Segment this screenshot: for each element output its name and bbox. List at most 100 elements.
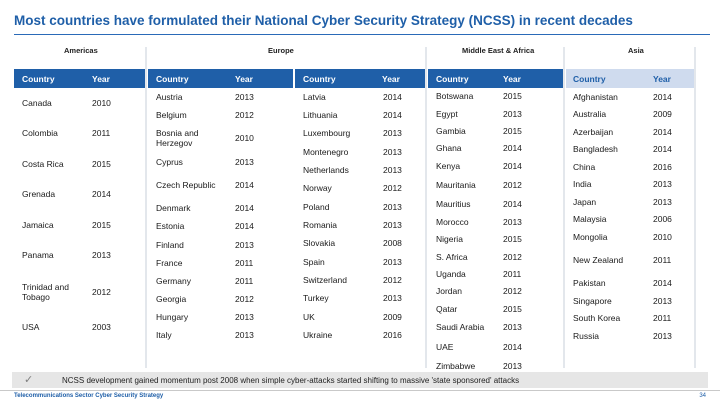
- table-cell-year: 2014: [383, 110, 402, 120]
- table-cell-country: Malaysia: [573, 214, 607, 224]
- separator-mea-asia: [563, 47, 565, 368]
- table-cell-year: 2013: [235, 330, 254, 340]
- table-cell-country: Jordan: [436, 286, 462, 296]
- table-cell-country: Singapore: [573, 296, 612, 306]
- footnote-highlight: cyber-attacks: [287, 375, 335, 385]
- table-cell-year: 2013: [235, 240, 254, 250]
- footnote-text-before: NCSS development gained momentum post 20…: [62, 375, 288, 385]
- table-cell-country: Netherlands: [303, 165, 349, 175]
- table-cell-country: Slovakia: [303, 238, 336, 248]
- table-cell-year: 2013: [653, 331, 672, 341]
- check-icon: ✓: [24, 374, 34, 386]
- table-cell-year: 2013: [383, 165, 402, 175]
- table-cell-year: 2014: [503, 199, 522, 209]
- region-middle-east-africa: Middle East & Africa: [462, 46, 535, 55]
- table-cell-country: Mongolia: [573, 232, 608, 242]
- table-cell-year: 2013: [383, 202, 402, 212]
- table-cell-country: Australia: [573, 109, 607, 119]
- table-cell-year: 2013: [383, 220, 402, 230]
- table-cell-country: Denmark: [156, 203, 191, 213]
- table-cell-year: 2013: [383, 293, 402, 303]
- europe1-year-header: Year: [235, 73, 253, 84]
- table-cell-year: 2015: [503, 234, 522, 244]
- americas-year-header: Year: [92, 73, 110, 84]
- table-cell-year: 2015: [503, 91, 522, 101]
- table-cell-year: 2012: [235, 294, 254, 304]
- table-cell-country: Germany: [156, 276, 191, 286]
- table-cell-country: USA: [22, 322, 40, 332]
- table-cell-year: 2013: [503, 361, 522, 371]
- table-cell-country: Pakistan: [573, 278, 606, 288]
- table-cell-year: 2010: [235, 133, 254, 143]
- americas-country-header: Country: [22, 73, 55, 84]
- table-cell-year: 2015: [92, 159, 111, 169]
- table-cell-year: 2013: [653, 197, 672, 207]
- table-cell-year: 2014: [503, 342, 522, 352]
- table-cell-country: Cyprus: [156, 157, 183, 167]
- table-cell-year: 2012: [235, 110, 254, 120]
- table-cell-country: Jamaica: [22, 220, 54, 230]
- table-cell-year: 2013: [92, 250, 111, 260]
- footer-title: Telecommunications Sector Cyber Security…: [14, 393, 164, 399]
- table-cell-year: 2012: [503, 180, 522, 190]
- table-cell-year: 2011: [92, 128, 111, 138]
- table-cell-country: Norway: [303, 183, 332, 193]
- table-cell-year: 2012: [92, 287, 111, 297]
- table-cell-year: 2009: [653, 109, 672, 119]
- table-cell-country: Switzerland: [303, 275, 347, 285]
- table-cell-year: 2014: [235, 180, 254, 190]
- table-cell-country: Estonia: [156, 221, 185, 231]
- table-cell-country: Lithuania: [303, 110, 338, 120]
- table-cell-country: UAE: [436, 342, 454, 352]
- table-cell-year: 2013: [653, 179, 672, 189]
- table-cell-year: 2013: [383, 147, 402, 157]
- table-cell-country: Mauritius: [436, 199, 471, 209]
- table-cell-country: Botswana: [436, 91, 474, 101]
- footer-divider: [0, 390, 720, 391]
- table-cell-year: 2015: [503, 304, 522, 314]
- table-cell-year: 2014: [503, 143, 522, 153]
- table-cell-year: 2013: [383, 257, 402, 267]
- table-cell-country: France: [156, 258, 183, 268]
- region-americas: Americas: [64, 46, 98, 55]
- footnote-text-after: started shifting to massive 'state spons…: [334, 375, 520, 385]
- table-cell-country: Kenya: [436, 161, 461, 171]
- table-cell-year: 2011: [653, 255, 672, 265]
- mea-header: Country Year: [428, 69, 563, 88]
- table-cell-year: 2012: [503, 252, 522, 262]
- table-cell-year: 2011: [503, 269, 522, 279]
- table-cell-country: Hungary: [156, 312, 189, 322]
- region-europe: Europe: [268, 46, 294, 55]
- table-cell-year: 2013: [503, 322, 522, 332]
- table-cell-country: Turkey: [303, 293, 329, 303]
- table-cell-country: Qatar: [436, 304, 458, 314]
- table-cell-year: 2003: [92, 322, 111, 332]
- page-number: 34: [699, 393, 706, 399]
- asia-year-header: Year: [653, 73, 671, 84]
- separator-asia-end: [694, 47, 696, 368]
- table-cell-country: Uganda: [436, 269, 466, 279]
- table-cell-country: China: [573, 162, 596, 172]
- table-cell-country: Russia: [573, 331, 599, 341]
- table-cell-year: 2013: [383, 128, 402, 138]
- table-cell-year: 2010: [653, 232, 672, 242]
- title-divider: [14, 34, 710, 35]
- europe1-country-header: Country: [156, 73, 189, 84]
- europe2-year-header: Year: [382, 73, 400, 84]
- table-cell-year: 2015: [503, 126, 522, 136]
- table-cell-year: 2013: [653, 296, 672, 306]
- table-cell-country: Colombia: [22, 128, 58, 138]
- mea-year-header: Year: [503, 73, 521, 84]
- table-cell-year: 2014: [92, 189, 111, 199]
- asia-country-header: Country: [573, 73, 606, 84]
- table-cell-country: Ghana: [436, 143, 462, 153]
- table-cell-year: 2014: [653, 127, 672, 137]
- table-cell-year: 2011: [235, 258, 254, 268]
- europe2-country-header: Country: [303, 73, 336, 84]
- table-cell-year: 2012: [383, 183, 402, 193]
- table-cell-year: 2014: [235, 203, 254, 213]
- table-cell-country: Latvia: [303, 92, 326, 102]
- table-cell-year: 2014: [235, 221, 254, 231]
- table-cell-year: 2013: [235, 312, 254, 322]
- table-cell-country: Belgium: [156, 110, 187, 120]
